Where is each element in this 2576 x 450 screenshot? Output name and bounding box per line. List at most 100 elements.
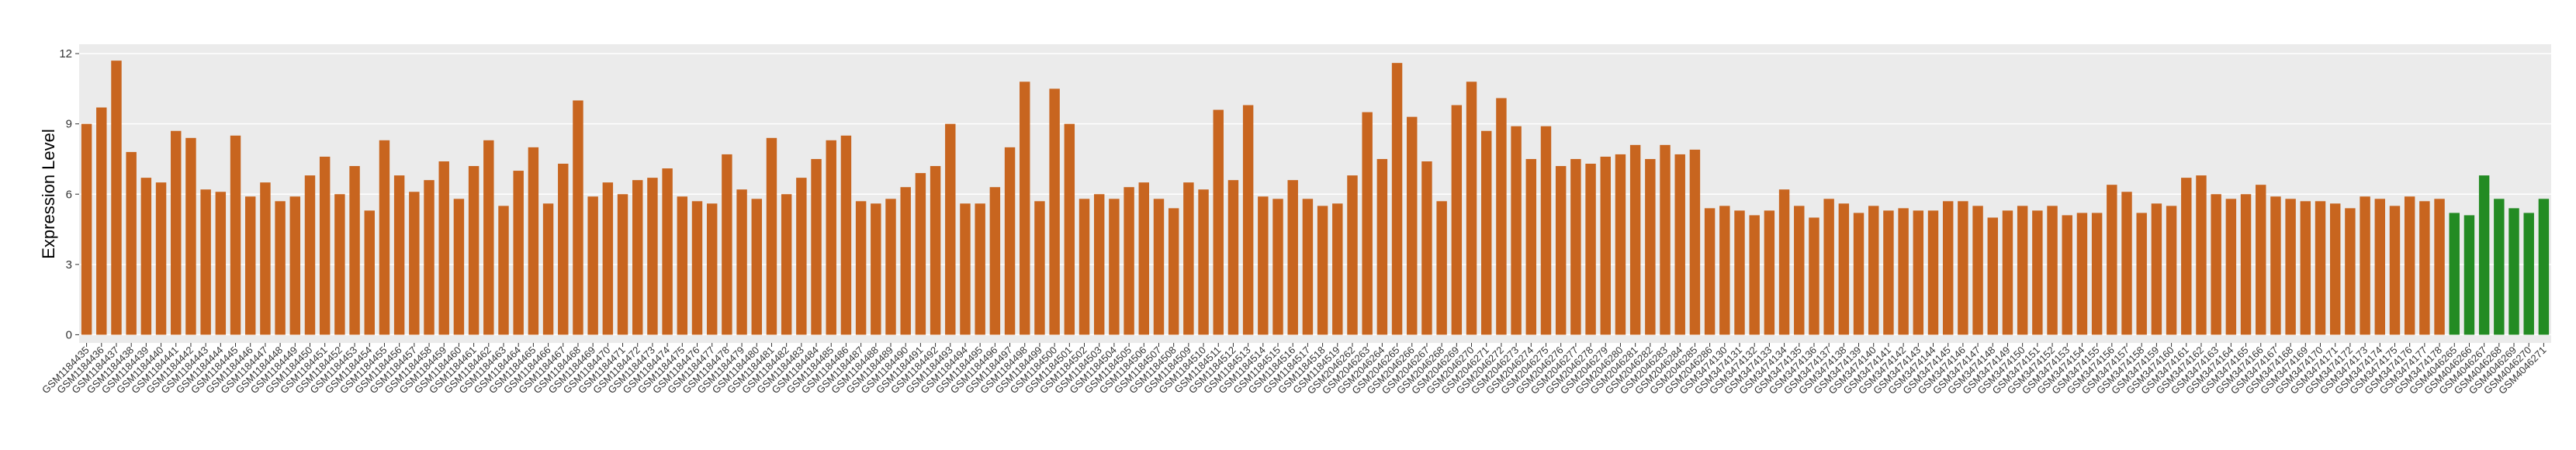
y-tick-label: 9 — [66, 118, 72, 131]
bar — [960, 203, 971, 335]
y-tick-label: 12 — [59, 47, 72, 61]
bar — [230, 135, 241, 335]
bar — [2478, 175, 2490, 335]
bar — [1138, 182, 1150, 335]
bar — [2538, 199, 2550, 335]
bar — [2196, 175, 2207, 335]
bar — [975, 203, 985, 335]
plot-panel — [79, 44, 2551, 343]
bar — [1168, 208, 1179, 335]
bar — [2166, 206, 2177, 335]
bar — [2047, 206, 2058, 335]
bar — [796, 178, 807, 335]
bar — [1362, 112, 1373, 335]
bar — [1540, 126, 1552, 335]
bar — [558, 164, 569, 335]
bar — [1302, 199, 1314, 335]
bar — [1272, 199, 1283, 335]
bar — [1347, 175, 1358, 335]
bar — [1794, 206, 1805, 335]
bar — [2032, 210, 2043, 335]
bar — [1436, 201, 1447, 335]
bar — [2508, 208, 2519, 335]
bar — [1645, 158, 1656, 335]
bar — [1109, 199, 1120, 335]
bar — [319, 156, 331, 335]
bar — [2494, 199, 2505, 335]
bar — [1391, 63, 1403, 335]
bar — [171, 130, 182, 335]
bar — [1913, 210, 1924, 335]
bar — [424, 180, 435, 335]
y-tick-label: 3 — [66, 258, 72, 272]
bar — [1153, 199, 1165, 335]
bar — [1629, 144, 1641, 335]
bar — [498, 206, 509, 335]
bar — [1064, 123, 1075, 335]
bar — [2107, 185, 2117, 335]
bar — [1570, 158, 1581, 335]
bar — [2121, 192, 2132, 335]
bar — [1600, 156, 1611, 335]
bar — [1466, 81, 1477, 335]
bar — [736, 189, 747, 335]
bar — [528, 147, 539, 335]
bar — [1124, 187, 1134, 335]
bar — [900, 187, 911, 335]
bar — [989, 187, 1001, 335]
bar — [393, 175, 405, 335]
bar — [855, 201, 867, 335]
bar — [1317, 206, 1328, 335]
bar — [1020, 81, 1030, 335]
bar — [2449, 213, 2460, 335]
bar — [1942, 201, 1954, 335]
bar — [140, 178, 152, 335]
bar — [334, 194, 345, 335]
bar — [766, 137, 777, 335]
bar — [200, 189, 211, 335]
bar — [275, 201, 286, 335]
bar — [1496, 98, 1507, 335]
bar — [2136, 213, 2147, 335]
bar — [1407, 116, 1418, 335]
bar — [1049, 88, 1060, 335]
bar — [2374, 199, 2386, 335]
bar — [706, 203, 718, 335]
bar — [2419, 201, 2430, 335]
bar — [1004, 147, 1016, 335]
bar — [722, 154, 732, 335]
bar — [542, 203, 554, 335]
bar — [573, 100, 583, 335]
bar — [1451, 105, 1463, 335]
bar — [289, 196, 301, 335]
bar — [1704, 208, 1716, 335]
bar — [1511, 126, 1522, 335]
bar — [453, 199, 465, 335]
bar — [2404, 196, 2415, 335]
bar — [2329, 203, 2341, 335]
bar — [677, 196, 688, 335]
bar — [1853, 213, 1864, 335]
bar — [2091, 213, 2103, 335]
bar — [2360, 196, 2370, 335]
bar — [915, 173, 926, 335]
bar — [1213, 109, 1224, 335]
bar — [483, 140, 494, 335]
bar — [244, 196, 256, 335]
bar — [1258, 196, 1269, 335]
bar — [587, 196, 598, 335]
bar — [2076, 213, 2088, 335]
bar — [840, 135, 852, 335]
bar — [1778, 189, 1790, 335]
bar — [1809, 217, 1819, 335]
y-tick-label: 6 — [66, 188, 72, 201]
bar — [1585, 164, 1596, 335]
bar — [2256, 185, 2266, 335]
bar — [2434, 199, 2445, 335]
bar — [1958, 201, 1968, 335]
bar — [126, 151, 137, 335]
bar — [885, 199, 896, 335]
y-tick-label: 0 — [66, 328, 72, 341]
bar — [2463, 215, 2475, 335]
